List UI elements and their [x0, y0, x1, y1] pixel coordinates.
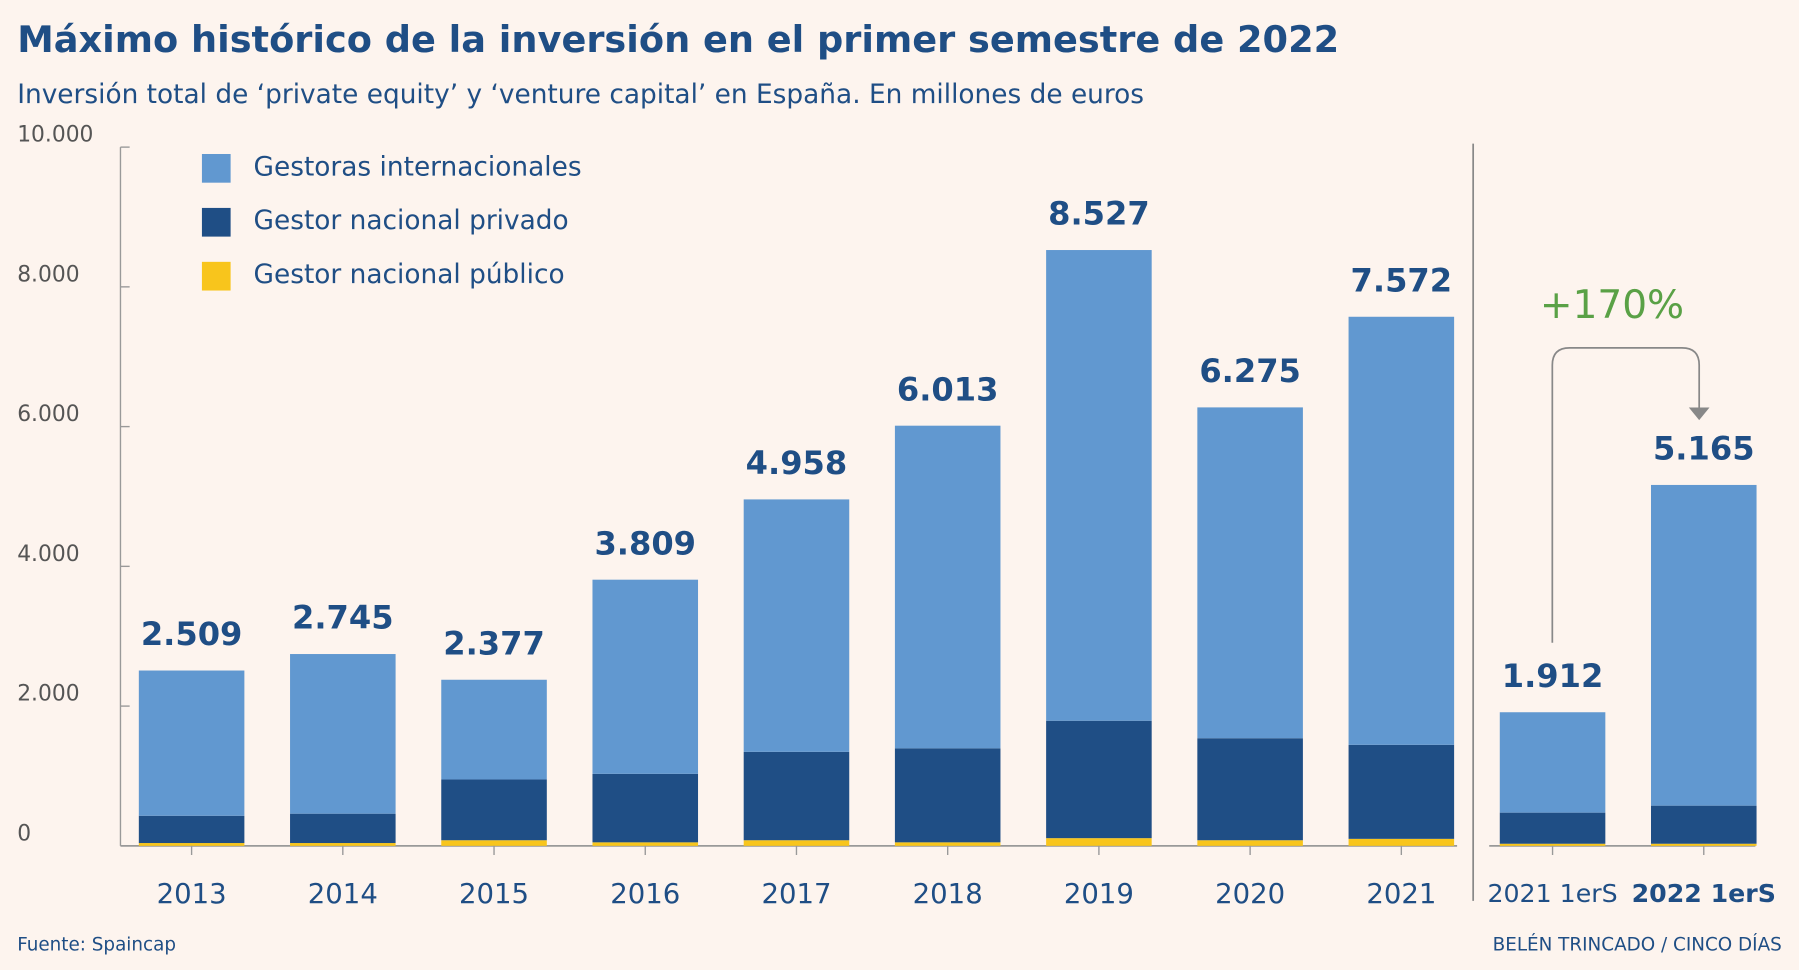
x-tick-label: 2020 [1215, 878, 1285, 910]
total-label: 2.509 [141, 615, 243, 653]
bar-segment [894, 748, 1001, 843]
bar-segment [1197, 738, 1303, 841]
bar-segment [1348, 316, 1455, 745]
bar-segment [138, 670, 245, 816]
y-tick-label: 2.000 [17, 682, 79, 707]
total-label: 6.013 [897, 370, 999, 408]
bar-segment [1046, 838, 1152, 846]
bar-segment [138, 843, 245, 846]
bar-segment [592, 842, 699, 846]
total-label: 1.912 [1502, 657, 1604, 695]
total-label: 6.275 [1199, 352, 1301, 390]
total-label: 2.745 [292, 599, 394, 637]
legend-label: Gestoras internacionales [254, 152, 582, 182]
x-tick-label: 2018 [913, 878, 983, 910]
bar-segment [290, 813, 396, 844]
bar-segment [1046, 250, 1152, 721]
x-tick-label: 2013 [157, 878, 227, 910]
bar-segment [290, 654, 396, 814]
bar-segment [1499, 712, 1606, 813]
arrow-head [1688, 407, 1710, 421]
x-tick-label: 2014 [308, 878, 378, 910]
bar-segment [1046, 720, 1152, 839]
bar-segment [441, 779, 547, 841]
total-label: 8.527 [1048, 195, 1150, 233]
chart-title: Máximo histórico de la inversión en el p… [17, 18, 1339, 61]
total-label: 4.958 [746, 444, 848, 482]
bar-segment [592, 773, 699, 843]
y-tick-label: 6.000 [17, 402, 79, 427]
bar-segment [1348, 744, 1455, 839]
legend-swatch [201, 207, 231, 237]
bar-segment [743, 840, 850, 846]
bar-segment [1197, 407, 1303, 739]
bar-segment [1650, 843, 1757, 846]
x-tick-label: 2015 [459, 878, 529, 910]
bar-segment [290, 843, 396, 846]
legend-label: Gestor nacional público [254, 260, 565, 290]
total-label: 2.377 [443, 624, 545, 662]
bar-segment [1197, 840, 1303, 846]
y-tick-label: 4.000 [17, 542, 79, 567]
legend-label: Gestor nacional privado [254, 206, 569, 236]
bar-segment [441, 840, 547, 846]
total-label: 3.809 [594, 524, 696, 562]
total-label: 5.165 [1653, 430, 1755, 468]
x-tick-label: 2019 [1064, 878, 1134, 910]
x-tick-label: 2022 1erS [1632, 879, 1776, 908]
x-tick-label: 2016 [610, 878, 680, 910]
bar-segment [1348, 838, 1455, 846]
y-tick-label: 0 [17, 821, 31, 846]
legend-swatch [201, 261, 231, 291]
bar-segment [743, 499, 850, 752]
bar-segment [1650, 484, 1757, 806]
bar-segment [592, 579, 699, 774]
x-tick-label: 2021 [1366, 878, 1436, 910]
bar-segment [1650, 805, 1757, 844]
x-tick-label: 2021 1erS [1487, 879, 1617, 908]
chart-subtitle: Inversión total de ‘private equity’ y ‘v… [17, 80, 1144, 110]
x-tick-label: 2017 [761, 878, 831, 910]
bar-segment [894, 842, 1001, 846]
total-label: 7.572 [1351, 261, 1453, 299]
arrow [1551, 347, 1701, 643]
credit: BELÉN TRINCADO / CINCO DÍAS [1493, 934, 1782, 956]
bar-segment [743, 751, 850, 841]
legend-swatch [201, 153, 231, 183]
source: Fuente: Spaincap [17, 935, 176, 956]
y-tick-label: 10.000 [17, 123, 93, 148]
bar-segment [1499, 812, 1606, 844]
bar-segment [894, 425, 1001, 749]
bar-segment [1499, 843, 1606, 846]
annotation: +170% [1540, 283, 1684, 328]
bar-segment [441, 679, 547, 780]
bar-segment [138, 815, 245, 844]
y-tick-label: 8.000 [17, 262, 79, 287]
